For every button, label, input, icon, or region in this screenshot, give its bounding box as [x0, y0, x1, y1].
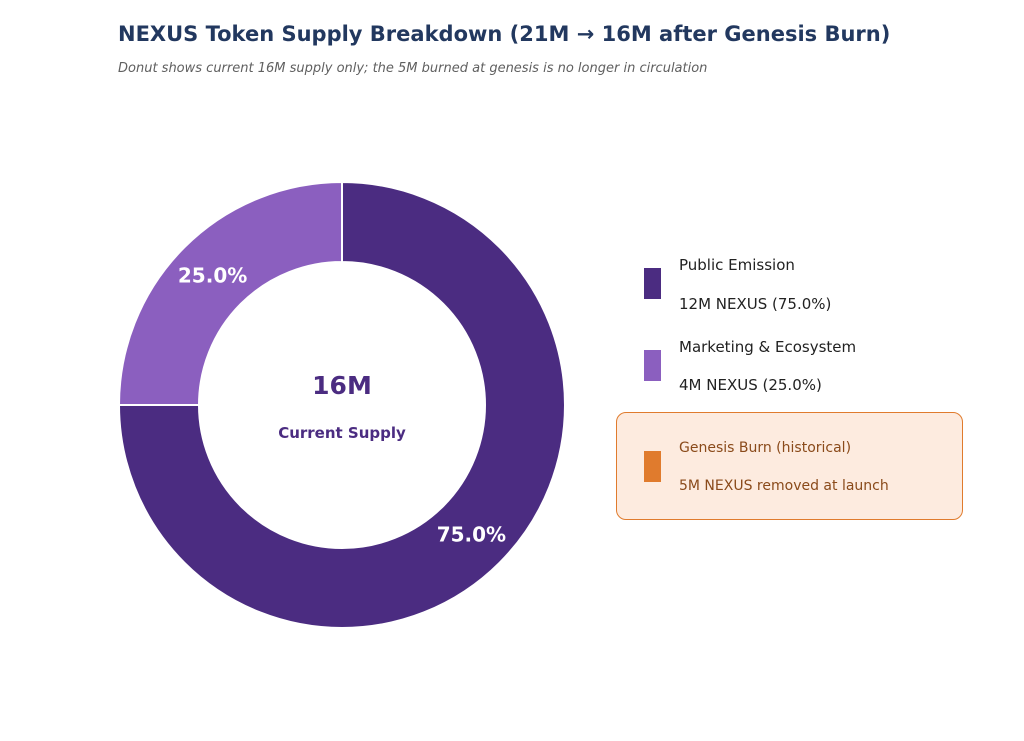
legend-detail-genesis-burn: 5M NEXUS removed at launch — [679, 478, 889, 494]
legend-swatch-genesis-burn — [644, 451, 661, 482]
genesis-burn-callout — [616, 412, 963, 520]
legend-name-genesis-burn: Genesis Burn (historical) — [679, 440, 852, 456]
donut-slice-marketing-ecosystem — [117, 180, 343, 406]
donut-slices — [117, 180, 566, 629]
slice-percent-label: 75.0% — [437, 522, 506, 546]
legend-swatch-public-emission — [644, 268, 661, 299]
chart-title: NEXUS Token Supply Breakdown (21M → 16M … — [118, 22, 891, 46]
donut-slice-public-emission — [117, 180, 566, 629]
legend-detail-public-emission: 12M NEXUS (75.0%) — [679, 295, 832, 313]
slice-labels: 75.0% 25.0% — [178, 264, 506, 547]
legend-name-marketing: Marketing & Ecosystem — [679, 338, 857, 356]
legend-swatch-marketing — [644, 350, 661, 381]
legend-name-public-emission: Public Emission — [679, 256, 795, 274]
slice-percent-label: 25.0% — [178, 264, 247, 288]
chart-subtitle: Donut shows current 16M supply only; the… — [118, 61, 708, 76]
center-label: Current Supply — [278, 424, 406, 442]
center-value: 16M — [312, 371, 372, 400]
legend-detail-marketing: 4M NEXUS (25.0%) — [679, 376, 822, 394]
